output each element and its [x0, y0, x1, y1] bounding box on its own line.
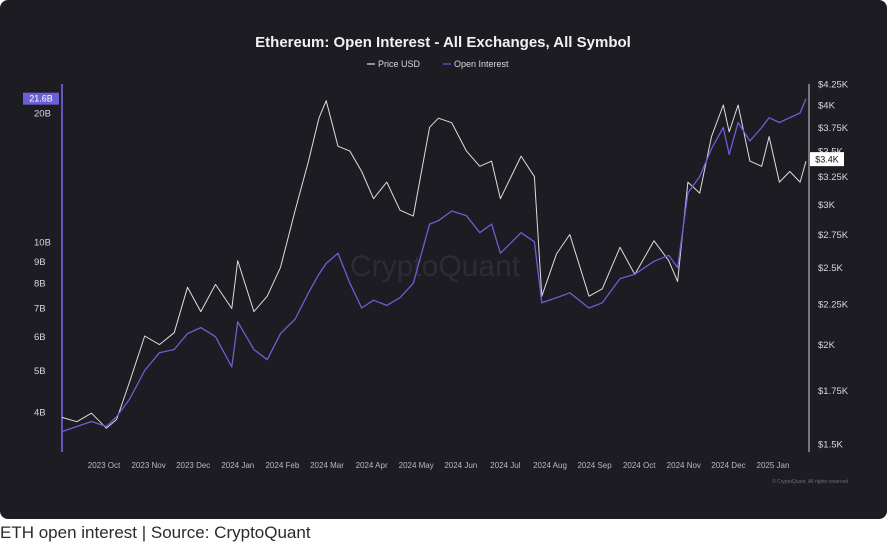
right-tick-label: $1.5K	[818, 440, 843, 451]
right-tick-label: $3.75K	[818, 123, 849, 134]
left-tick-label: 9B	[34, 257, 46, 268]
copyright-credit: © CryptoQuant. All rights reserved	[772, 478, 848, 485]
price-usd-line	[61, 100, 807, 429]
x-tick-label: 2024 Jul	[490, 461, 520, 470]
right-tick-label: $1.75K	[818, 386, 849, 397]
open-interest-current-label: 21.6B	[29, 94, 53, 104]
series-layer	[61, 98, 807, 433]
left-tick-label: 6B	[34, 332, 46, 343]
left-tick-label: 7B	[34, 304, 46, 315]
x-tick-label: 2023 Dec	[176, 461, 210, 470]
right-tick-label: $4K	[818, 100, 836, 111]
right-axis: $1.5K $1.75K $2K $2.25K $2.5K $2.75K $3K $3.25K…	[808, 80, 849, 452]
right-tick-label: $2.75K	[818, 230, 849, 241]
legend-label-price: Price USD	[378, 59, 421, 69]
current-value-badges: 21.6B $3.4K	[23, 92, 844, 167]
open-interest-line	[61, 98, 807, 433]
figure-caption: ETH open interest | Source: CryptoQuant	[0, 523, 311, 542]
x-tick-label: 2024 Aug	[533, 461, 567, 470]
x-tick-label: 2024 May	[399, 461, 434, 470]
legend-label-open-interest: Open Interest	[454, 59, 509, 69]
x-tick-label: 2024 Jun	[444, 461, 477, 470]
left-tick-label: 5B	[34, 366, 46, 377]
right-tick-label: $3.5K	[818, 147, 843, 158]
x-tick-label: 2024 Oct	[623, 461, 656, 470]
x-tick-label: 2024 Apr	[356, 461, 388, 470]
left-tick-label: 20B	[34, 109, 51, 120]
right-tick-label: $4.25K	[818, 80, 849, 91]
right-tick-label: $2.5K	[818, 263, 843, 274]
x-tick-label: 2023 Nov	[131, 461, 165, 470]
x-tick-label: 2024 Dec	[711, 461, 745, 470]
price-current-badge	[810, 152, 844, 167]
right-tick-label: $3K	[818, 200, 836, 211]
x-tick-label: 2024 Nov	[667, 461, 701, 470]
left-tick-label: 10B	[34, 237, 51, 248]
left-tick-label: 4B	[34, 408, 46, 419]
x-tick-label: 2024 Sep	[577, 461, 612, 470]
right-tick-label: $2K	[818, 340, 836, 351]
x-tick-label: 2024 Mar	[310, 461, 344, 470]
x-tick-label: 2024 Jan	[221, 461, 254, 470]
right-tick-label: $3.25K	[818, 172, 849, 183]
chart-card: Ethereum: Open Interest - All Exchanges,…	[0, 0, 887, 519]
chart-title: Ethereum: Open Interest - All Exchanges,…	[255, 34, 631, 51]
left-tick-label: 8B	[34, 279, 46, 290]
x-axis: 2023 Oct 2023 Nov 2023 Dec 2024 Jan 2024 Feb…	[88, 461, 790, 470]
price-current-label: $3.4K	[815, 155, 839, 165]
watermark: CryptoQuant	[350, 250, 521, 283]
x-tick-label: 2025 Jan	[757, 461, 790, 470]
open-interest-chart: Ethereum: Open Interest - All Exchanges,…	[23, 34, 849, 485]
x-tick-label: 2024 Feb	[265, 461, 299, 470]
x-tick-label: 2023 Oct	[88, 461, 121, 470]
legend: Price USD Open Interest	[367, 59, 509, 69]
right-tick-label: $2.25K	[818, 299, 849, 310]
left-axis: 4B 5B 6B 7B 8B 9B 10B 20B	[34, 84, 63, 452]
open-interest-current-badge	[23, 92, 59, 105]
